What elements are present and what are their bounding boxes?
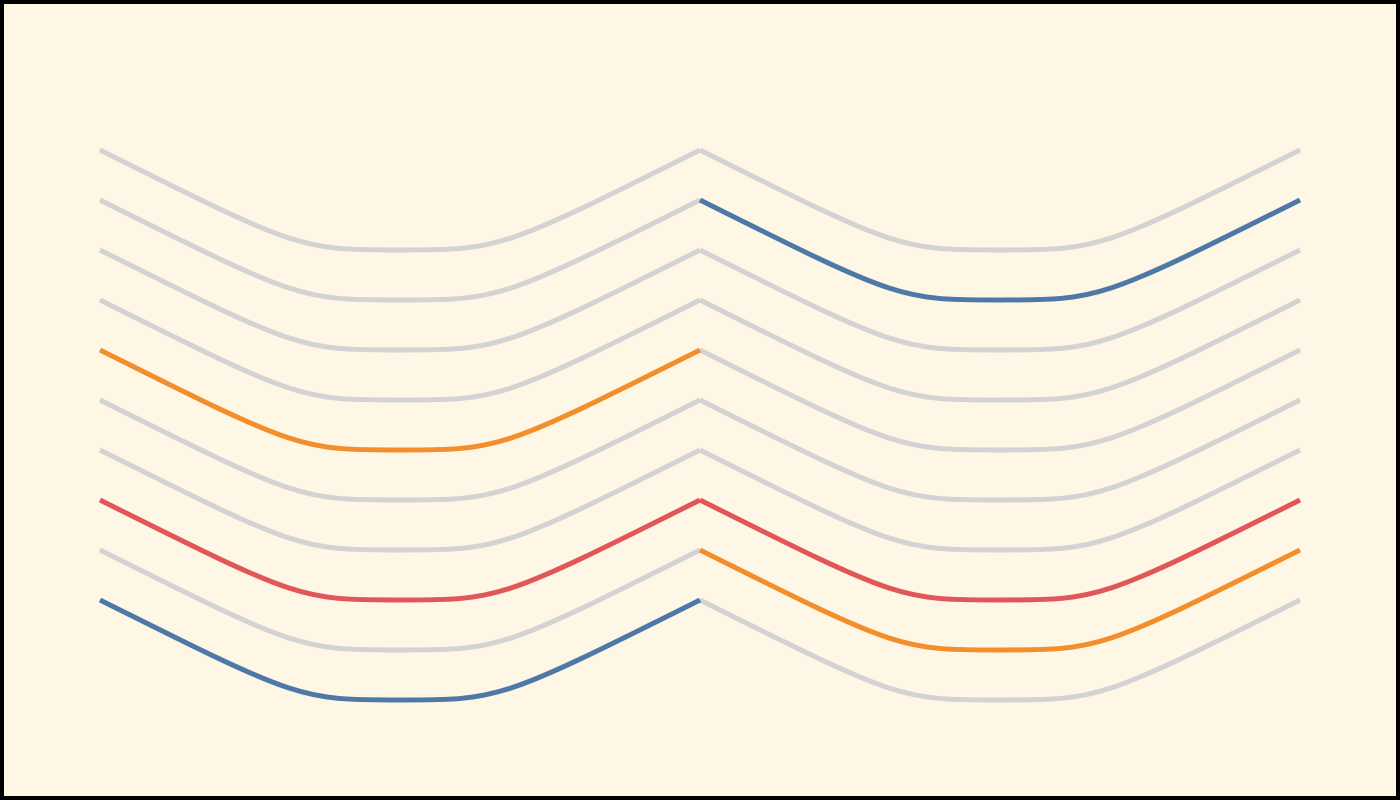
wave-line-left-6 [98, 397, 702, 503]
wave-line-left-3 [98, 247, 702, 353]
wave-line-right-4 [698, 297, 1302, 403]
wave-line-right-5 [698, 347, 1302, 453]
wave-line-right-6 [698, 397, 1302, 503]
wave-line-left-1 [98, 147, 702, 253]
wave-line-right-3 [698, 247, 1302, 353]
wave-line-left-7 [98, 447, 702, 553]
wave-line-right-1 [698, 147, 1302, 253]
wave-line-right-7 [698, 447, 1302, 553]
wave-line-left-9 [98, 547, 702, 653]
wave-line-left-5-orange [98, 347, 702, 453]
wave-line-right-2-blue [698, 197, 1302, 303]
wave-line-right-9-orange [698, 547, 1302, 653]
wave-line-left-10-blue [98, 597, 702, 703]
wave-line-left-8-red [98, 497, 702, 603]
wave-line-left-2 [98, 197, 702, 303]
wave-line-right-10 [698, 597, 1302, 703]
wave-line-right-8-red [698, 497, 1302, 603]
wave-line-left-4 [98, 297, 702, 403]
